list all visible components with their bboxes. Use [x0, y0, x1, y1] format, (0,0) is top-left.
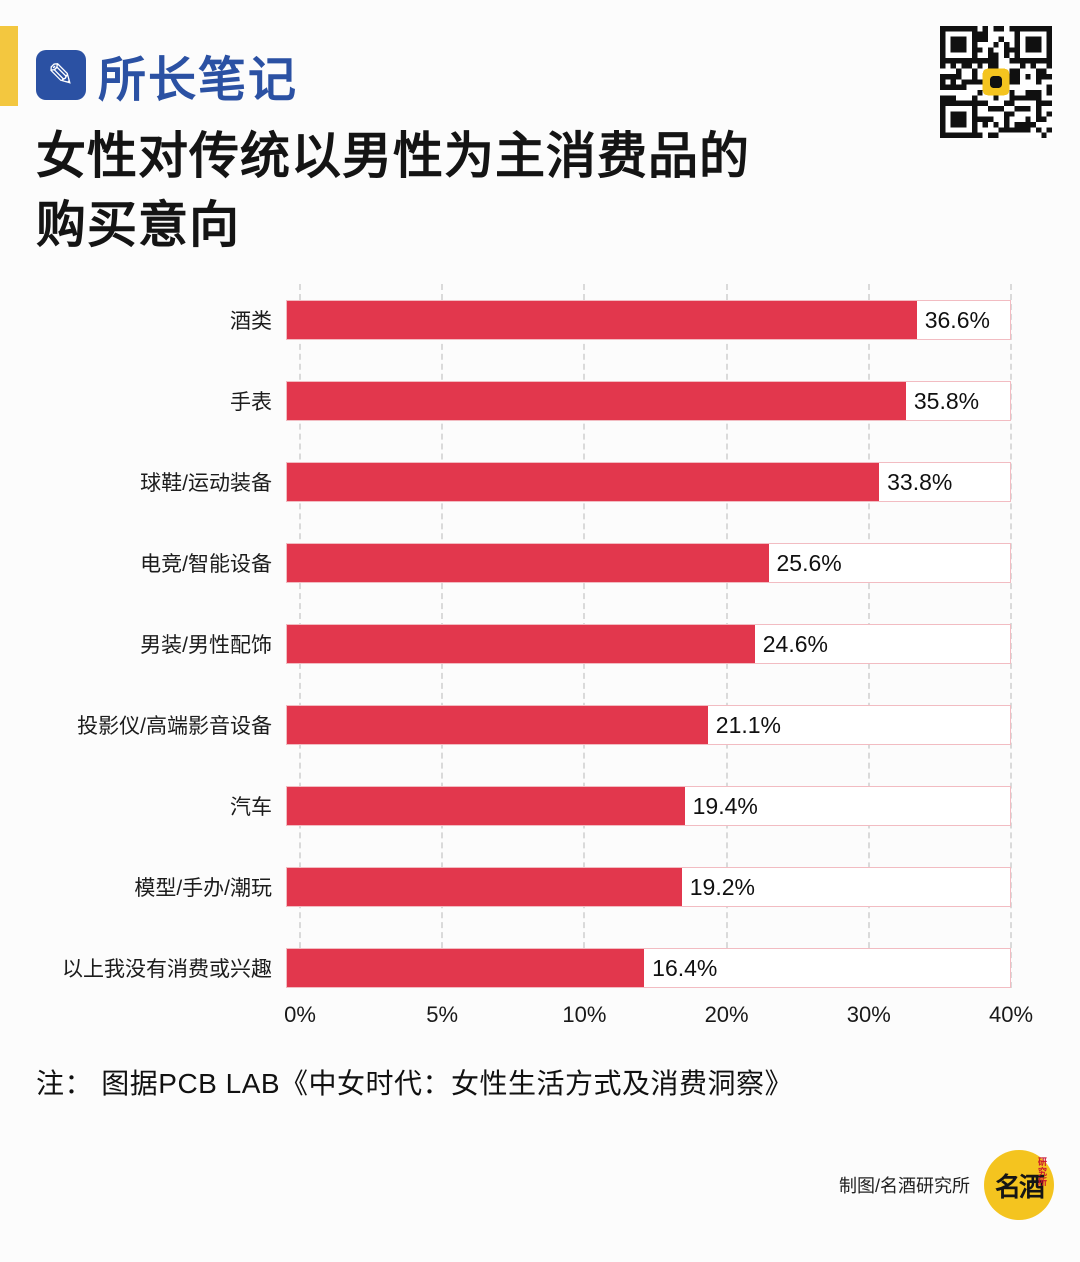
bar-track: 19.2%: [286, 867, 1011, 907]
x-tick-label: 10%: [562, 1002, 607, 1027]
category-label: 汽车: [230, 796, 272, 819]
bar-fill: [287, 706, 708, 744]
bar-fill: [287, 787, 685, 825]
value-label: 19.4%: [692, 792, 758, 819]
bar-rows: 酒类 36.6% 手表 35.8% 球鞋/运动装备 33.8% 电竞/智能设备: [36, 300, 1011, 988]
seal-main-text: 名酒: [994, 1171, 1045, 1202]
category-label: 男装/男性配饰: [140, 634, 272, 657]
value-label: 35.8%: [913, 387, 980, 414]
bar-fill: [287, 463, 880, 501]
bar-row: 模型/手办/潮玩 19.2%: [36, 867, 1011, 907]
bar-row: 男装/男性配饰 24.6%: [36, 624, 1011, 664]
bar-fill: [287, 301, 917, 339]
brand-name: 所长笔记: [98, 54, 299, 107]
bar-row: 手表 35.8%: [36, 381, 1011, 421]
bar-track: 35.8%: [286, 381, 1011, 421]
bar-track: 24.6%: [286, 624, 1011, 664]
x-tick-label: 40%: [988, 1002, 1034, 1027]
page-title-line1: 女性对传统以男性为主消费品的: [36, 128, 750, 184]
bar-row: 球鞋/运动装备 33.8%: [36, 462, 1011, 502]
x-tick-label: 20%: [704, 1002, 749, 1027]
bar-row: 酒类 36.6%: [36, 300, 1011, 340]
value-label: 25.6%: [776, 549, 842, 576]
qr-code: [940, 26, 1052, 138]
bar-track: 19.4%: [286, 786, 1011, 826]
x-axis: 0% 5% 10% 20% 30% 40%: [284, 1002, 1033, 1030]
bar-track: 33.8%: [286, 462, 1011, 502]
category-label: 模型/手办/潮玩: [134, 877, 272, 900]
brand-header: ✎ 所长笔记: [36, 40, 298, 110]
category-label: 手表: [230, 391, 272, 414]
bar-fill: [287, 382, 906, 420]
category-label: 球鞋/运动装备: [140, 472, 272, 495]
bar-track: 21.1%: [286, 705, 1011, 745]
bar-fill: [287, 544, 769, 582]
seal-sub-text: 研究所: [1037, 1157, 1047, 1187]
category-label: 以上我没有消费或兴趣: [62, 958, 272, 981]
page-title: 女性对传统以男性为主消费品的 购买意向: [36, 122, 750, 260]
x-tick-label: 5%: [426, 1002, 459, 1027]
bar-row: 投影仪/高端影音设备 21.1%: [36, 705, 1011, 745]
value-label: 16.4%: [652, 954, 718, 981]
bar-track: 25.6%: [286, 543, 1011, 583]
bar-fill: [287, 868, 682, 906]
credit-text: 制图/名酒研究所: [838, 1176, 970, 1196]
bar-chart: 酒类 36.6% 手表 35.8% 球鞋/运动装备 33.8% 电竞/智能设备: [36, 284, 1033, 1030]
accent-bar: [0, 26, 18, 106]
value-label: 33.8%: [887, 468, 953, 495]
value-label: 24.6%: [762, 630, 828, 657]
value-label: 19.2%: [689, 873, 755, 900]
value-label: 36.6%: [924, 306, 990, 333]
category-label: 酒类: [230, 310, 272, 333]
category-label: 电竞/智能设备: [140, 553, 272, 576]
bar-row: 电竞/智能设备 25.6%: [36, 543, 1011, 583]
x-tick-label: 0%: [284, 1002, 316, 1027]
notebook-pen-icon: ✎: [36, 50, 86, 100]
bar-row: 以上我没有消费或兴趣 16.4%: [36, 948, 1011, 988]
note-text: 注： 图据PCB LAB《中女时代：女性生活方式及消费洞察》: [36, 1068, 794, 1099]
bar-track: 16.4%: [286, 948, 1011, 988]
footer: 制图/名酒研究所 名酒 研究所: [839, 1150, 1054, 1220]
x-tick-label: 30%: [846, 1002, 891, 1027]
bar-row: 汽车 19.4%: [36, 786, 1011, 826]
value-label: 21.1%: [715, 711, 781, 738]
bar-fill: [287, 625, 755, 663]
brand-seal-logo: 名酒 研究所: [984, 1150, 1054, 1220]
bar-track: 36.6%: [286, 300, 1011, 340]
bar-fill: [287, 949, 645, 987]
page-title-line2: 购买意向: [36, 197, 240, 253]
category-label: 投影仪/高端影音设备: [77, 715, 272, 738]
